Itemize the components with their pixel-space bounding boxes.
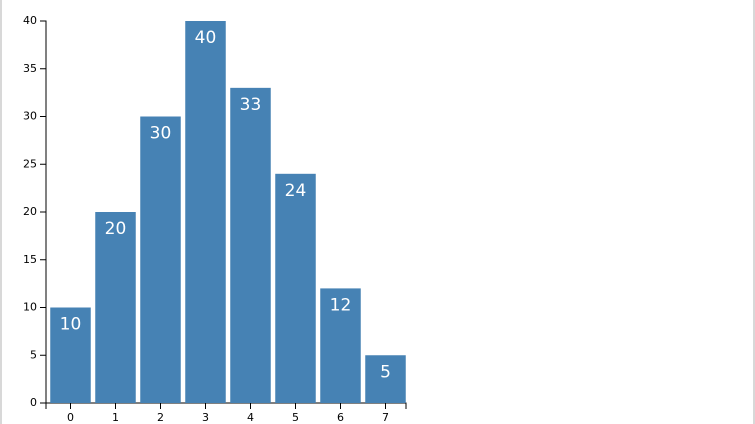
value-label: 20 xyxy=(105,219,127,239)
y-tick-label: 0 xyxy=(30,396,37,409)
value-label: 10 xyxy=(60,315,82,335)
bar xyxy=(140,116,181,403)
y-tick-label: 35 xyxy=(23,62,37,75)
bar xyxy=(50,307,91,403)
y-tick-label: 20 xyxy=(23,205,37,218)
y-tick-label: 40 xyxy=(23,14,37,27)
x-tick-label: 5 xyxy=(292,411,299,424)
bar xyxy=(365,355,406,403)
x-tick-label: 7 xyxy=(382,411,389,424)
value-label: 12 xyxy=(330,295,352,315)
x-tick-label: 1 xyxy=(112,411,119,424)
y-tick-label: 25 xyxy=(23,157,37,170)
y-tick-label: 10 xyxy=(23,301,37,314)
y-tick-label: 30 xyxy=(23,110,37,123)
bar xyxy=(230,87,271,403)
x-axis-line xyxy=(45,402,407,409)
x-tick-label: 4 xyxy=(247,411,254,424)
x-tick-label: 6 xyxy=(337,411,344,424)
value-label: 33 xyxy=(240,95,262,115)
bar xyxy=(275,173,316,403)
x-tick-label: 0 xyxy=(67,411,74,424)
x-tick-label: 2 xyxy=(157,411,164,424)
bar xyxy=(185,21,226,403)
y-tick-label: 15 xyxy=(23,253,37,266)
value-label: 24 xyxy=(285,181,307,201)
bar xyxy=(320,288,361,403)
value-label: 30 xyxy=(150,124,172,144)
value-label: 5 xyxy=(380,362,391,382)
bar xyxy=(95,212,136,403)
x-tick-label: 3 xyxy=(202,411,209,424)
value-label: 40 xyxy=(195,28,217,48)
y-tick-label: 5 xyxy=(30,348,37,361)
